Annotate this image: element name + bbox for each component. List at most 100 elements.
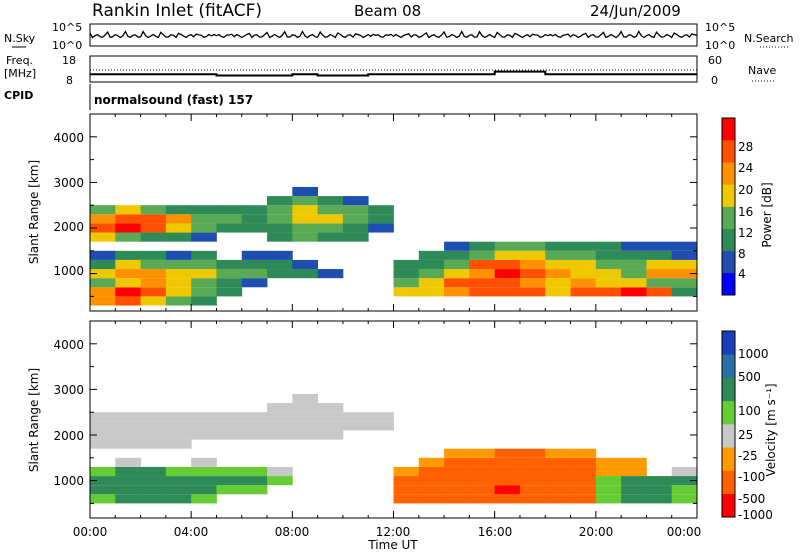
data-cell: [418, 457, 445, 467]
data-cell: [140, 287, 167, 297]
date-title: 24/Jun/2009: [590, 2, 681, 20]
colorbar-swatch: [722, 400, 735, 425]
data-cell: [140, 430, 167, 440]
velocity-cbar-tick-m100: -100: [738, 470, 765, 484]
data-cell: [90, 421, 116, 431]
power-ylabel: Slant Range [km]: [27, 160, 41, 264]
data-cell: [444, 466, 470, 477]
data-cell: [140, 439, 167, 449]
data-cell: [545, 287, 571, 297]
data-cell: [621, 278, 647, 288]
xtick-16: 16:00: [478, 525, 513, 539]
data-cell: [292, 196, 319, 206]
data-cell: [469, 494, 496, 504]
data-cell: [444, 476, 470, 486]
data-cell: [519, 241, 546, 251]
data-cell: [292, 393, 319, 404]
data-cell: [90, 494, 116, 504]
cpid-label: CPID: [4, 89, 33, 102]
data-cell: [115, 223, 141, 233]
data-cell: [165, 278, 192, 288]
nsky-left-label: N.Sky: [4, 32, 36, 45]
data-cell: [570, 457, 597, 467]
data-cell: [241, 223, 268, 233]
data-cell: [671, 287, 698, 297]
data-cell: [165, 269, 192, 279]
data-cell: [646, 485, 673, 495]
xtick-24: 00:00: [667, 525, 702, 539]
data-cell: [342, 214, 369, 224]
colorbar-swatch: [722, 140, 735, 163]
data-cell: [216, 421, 243, 431]
data-cell: [216, 259, 243, 270]
data-cell: [191, 205, 217, 215]
data-cell: [292, 430, 319, 440]
data-cell: [267, 403, 293, 413]
data-cell: [621, 241, 647, 251]
data-cell: [342, 412, 369, 422]
data-cell: [241, 214, 268, 224]
data-cell: [115, 205, 141, 215]
data-cell: [545, 476, 571, 486]
power-cbar-tick-4: 4: [738, 267, 746, 281]
colorbar-swatch: [722, 470, 735, 495]
data-cell: [570, 250, 597, 260]
data-cell: [646, 476, 673, 486]
data-cell: [368, 412, 394, 422]
velocity-ytick-1000: 1000: [53, 474, 84, 488]
data-cell: [317, 412, 344, 422]
data-cell: [545, 269, 571, 279]
data-cell: [519, 287, 546, 297]
data-cell: [418, 250, 445, 260]
data-cell: [621, 485, 647, 495]
data-cell: [317, 430, 344, 440]
data-cell: [621, 250, 647, 260]
data-cell: [267, 466, 293, 477]
velocity-ytick-2000: 2000: [53, 429, 84, 443]
data-cell: [469, 278, 496, 288]
data-cell: [292, 412, 319, 422]
data-cell: [165, 494, 192, 504]
data-cell: [267, 269, 293, 279]
data-cell: [115, 214, 141, 224]
velocity-colorbar: [721, 330, 736, 518]
data-cell: [267, 205, 293, 215]
data-cell: [494, 241, 521, 251]
data-cell: [191, 232, 217, 242]
data-cell: [216, 287, 243, 297]
data-cell: [393, 278, 420, 288]
data-cell: [494, 448, 521, 458]
data-cell: [241, 278, 268, 288]
power-colorbar-label: Power [dB]: [760, 182, 774, 247]
data-cell: [241, 205, 268, 215]
x-axis: 00:00 04:00 08:00 12:00 16:00 20:00 00:0…: [73, 525, 702, 552]
data-cell: [317, 205, 344, 215]
velocity-cbar-tick-500: 500: [738, 370, 761, 384]
data-cell: [90, 412, 116, 422]
nsky-panel: N.Sky 10^5 10^0 10^5 10^0 N.Search: [4, 21, 794, 52]
xtick-00: 00:00: [73, 525, 108, 539]
data-cell: [140, 259, 167, 270]
data-cell: [444, 269, 470, 279]
data-cell: [191, 485, 217, 495]
data-cell: [140, 296, 167, 306]
data-cell: [115, 476, 141, 486]
velocity-cbar-tick-m500: -500: [738, 492, 765, 506]
velocity-cbar-tick-25: 25: [738, 428, 753, 442]
nsky-right-tick-top: 10^5: [705, 21, 735, 34]
data-cell: [191, 278, 217, 288]
data-cell: [115, 466, 141, 477]
data-cell: [595, 278, 622, 288]
data-cell: [595, 457, 622, 467]
data-cell: [595, 250, 622, 260]
power-ytick-3000: 3000: [53, 176, 84, 190]
data-cell: [671, 250, 698, 260]
data-cell: [545, 241, 571, 251]
data-cell: [267, 223, 293, 233]
data-cell: [621, 476, 647, 486]
data-cell: [646, 287, 673, 297]
data-cell: [90, 259, 116, 270]
data-cell: [671, 494, 698, 504]
data-cell: [545, 457, 571, 467]
